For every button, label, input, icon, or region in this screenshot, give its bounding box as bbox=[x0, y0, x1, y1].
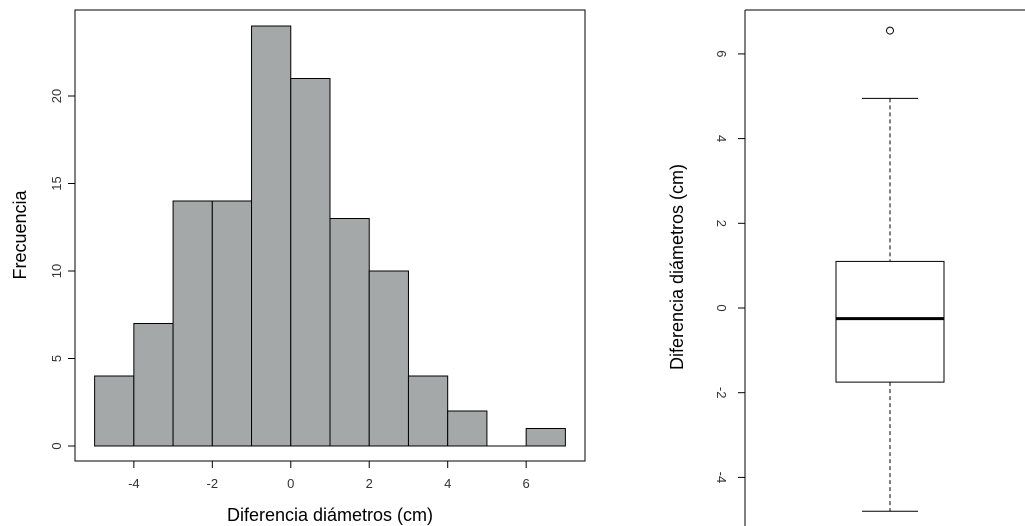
histogram-x-tick-label: 2 bbox=[366, 476, 373, 491]
histogram-bar bbox=[447, 410, 488, 447]
histogram-bar bbox=[211, 200, 253, 447]
histogram-x-tick-label: 6 bbox=[523, 476, 530, 491]
histogram-bars bbox=[94, 25, 566, 447]
histogram-y-tick-label: 20 bbox=[49, 89, 64, 103]
histogram-chart: -4 -2 0 2 4 6 0 5 10 15 20 Diferencia diámetros (… bbox=[10, 9, 586, 525]
boxplot-y-tick-label: 2 bbox=[714, 220, 729, 227]
histogram-y-axis-title: Frecuencia bbox=[10, 189, 30, 279]
histogram-bar bbox=[251, 25, 292, 447]
histogram-y-tick-label: 10 bbox=[49, 264, 64, 278]
histogram-y-tick-label: 15 bbox=[49, 176, 64, 190]
histogram-plot-frame bbox=[74, 9, 586, 462]
histogram-bar bbox=[329, 218, 370, 447]
histogram-bar bbox=[290, 78, 331, 447]
boxplot-y-tick-label: -2 bbox=[714, 387, 729, 399]
boxplot-y-tick-label: 6 bbox=[714, 50, 729, 57]
histogram-x-tick-label: -2 bbox=[207, 476, 219, 491]
boxplot-y-axis-title: Diferencia diámetros (cm) bbox=[667, 164, 687, 370]
boxplot-y-tick-label: 4 bbox=[714, 135, 729, 142]
histogram-bar bbox=[368, 270, 409, 447]
boxplot-outlier-point bbox=[886, 26, 894, 35]
histogram-x-tick-label: 4 bbox=[444, 476, 451, 491]
boxplot-y-tick-label: 0 bbox=[714, 304, 729, 311]
boxplot-marks bbox=[835, 26, 945, 512]
boxplot-box bbox=[835, 260, 945, 383]
histogram-x-axis: -4 -2 0 2 4 6 bbox=[128, 461, 530, 491]
boxplot-y-tick-label: -4 bbox=[714, 472, 729, 484]
histogram-bar bbox=[525, 428, 566, 447]
histogram-bar bbox=[133, 323, 174, 447]
histogram-x-axis-title: Diferencia diámetros (cm) bbox=[227, 505, 433, 525]
boxplot-y-axis: -4 -2 0 2 4 6 bbox=[714, 50, 745, 483]
histogram-x-tick-label: -4 bbox=[128, 476, 140, 491]
histogram-bar bbox=[407, 375, 449, 447]
histogram-y-tick-label: 5 bbox=[49, 355, 64, 362]
histogram-bar bbox=[172, 200, 213, 447]
histogram-x-tick-label: 0 bbox=[287, 476, 294, 491]
boxplot-chart: -4 -2 0 2 4 6 Diferencia diámetros (cm) bbox=[667, 9, 1025, 526]
histogram-y-tick-label: 0 bbox=[49, 442, 64, 449]
histogram-y-axis: 0 5 10 15 20 bbox=[49, 89, 75, 450]
histogram-bar bbox=[94, 375, 135, 447]
